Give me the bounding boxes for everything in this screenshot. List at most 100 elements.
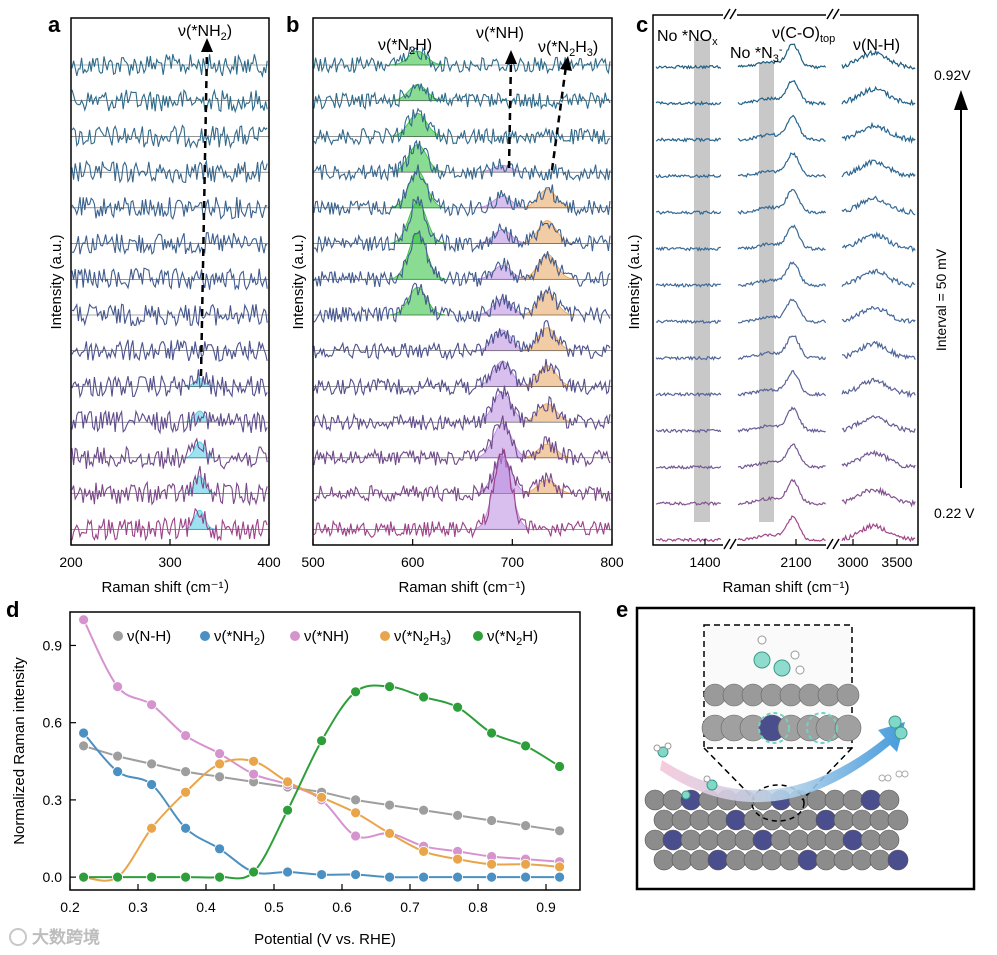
fitted-peak-1 — [474, 360, 530, 387]
spectrum-trace — [71, 267, 268, 291]
slab-atom — [653, 809, 675, 831]
data-point — [452, 853, 464, 865]
data-point — [418, 845, 430, 857]
slab-atom — [887, 809, 909, 831]
x-tick-label: 800 — [600, 554, 624, 570]
fitted-peak-1 — [474, 329, 530, 352]
data-point — [146, 871, 158, 883]
data-point — [452, 871, 464, 883]
x-tick-label: 0.4 — [196, 899, 216, 915]
legend-label: ν(*N2H3) — [394, 628, 451, 648]
fitted-peak-1 — [474, 229, 530, 244]
spectrum-trace — [737, 43, 827, 70]
panel-b-frame — [312, 17, 613, 546]
annotation-nh: ν(*NH) — [476, 25, 524, 42]
site-marker — [806, 712, 838, 744]
data-point — [452, 809, 464, 821]
slab-atom — [806, 789, 828, 811]
slab-atom — [716, 829, 738, 851]
spectrum-trace — [655, 319, 722, 324]
spectrum-trace — [71, 369, 268, 399]
spectrum-trace — [841, 522, 916, 543]
data-point — [418, 691, 430, 703]
slab-atom — [797, 809, 819, 831]
x-tick-label: 3500 — [881, 554, 912, 570]
x-tick-label: 200 — [59, 554, 83, 570]
spectrum-trace — [313, 385, 611, 432]
panel-d-xlabel: Potential (V vs. RHE) — [254, 931, 396, 948]
spectrum-trace — [71, 159, 268, 185]
slab-atom — [806, 829, 828, 851]
spectrum-trace — [313, 139, 611, 182]
data-point — [180, 786, 192, 798]
panel-e: e — [616, 597, 976, 891]
potential-arrow-head — [954, 90, 968, 110]
data-point — [486, 858, 498, 870]
atom — [657, 746, 669, 758]
panel-c: c 1400 2100 3000 3500 Raman shift (cm⁻¹) In… — [626, 8, 975, 596]
slab-atom — [878, 789, 900, 811]
data-point — [112, 750, 123, 762]
n2h3-arrow-line — [550, 65, 568, 171]
spectrum-trace — [655, 464, 722, 470]
data-point — [520, 740, 531, 752]
data-point — [452, 701, 464, 713]
panel-label-e: e — [616, 597, 628, 622]
adsorbate-atom — [753, 651, 771, 669]
data-point — [112, 681, 123, 693]
panel-b-xlabel: Raman shift (cm⁻¹) — [398, 579, 525, 596]
slab-atom — [833, 809, 855, 831]
atom — [664, 742, 672, 750]
slab-atom — [662, 829, 684, 851]
slab-atom — [842, 789, 864, 811]
axis-break-bottom-2 — [826, 538, 840, 552]
legend-marker — [473, 631, 483, 641]
data-point — [282, 804, 294, 816]
slab-atom — [689, 849, 711, 871]
nh2-arrow-line — [199, 47, 209, 377]
spectrum-trace — [71, 53, 268, 79]
slab-atom — [779, 849, 801, 871]
watermark: 大数跨境 — [9, 927, 100, 947]
slab-atom — [869, 849, 891, 871]
spectrum-trace — [655, 282, 721, 288]
panel-label-c: c — [636, 12, 648, 37]
spectrum-trace — [313, 358, 611, 397]
spectrum-trace — [655, 64, 722, 70]
slab-atom — [887, 849, 909, 871]
fitted-peak-0 — [390, 144, 446, 173]
spectrum-trace — [841, 486, 916, 508]
spectrum-trace — [841, 159, 916, 179]
data-point — [78, 740, 89, 752]
spectrum-trace — [313, 46, 611, 75]
slab-atom — [815, 809, 837, 831]
spectrum-trace — [655, 100, 722, 107]
data-point — [520, 858, 531, 870]
spectrum-trace — [842, 340, 916, 360]
data-point — [214, 758, 226, 770]
watermark-text: 大数跨境 — [32, 927, 100, 947]
slab-atom — [689, 809, 711, 831]
data-point — [384, 827, 396, 839]
zoom-target-circle — [751, 784, 805, 822]
spectrum-trace — [655, 391, 722, 398]
data-point — [214, 843, 226, 855]
x-tick-label: 700 — [501, 554, 525, 570]
axis-break-top-2 — [826, 8, 840, 22]
interval-label: Interval = 50 mV — [933, 248, 949, 351]
spectrum-trace — [71, 124, 268, 149]
hydrogen-atom — [795, 665, 805, 675]
axis-break-mark — [723, 8, 731, 20]
data-point — [520, 871, 531, 883]
panel-d-frame — [69, 611, 581, 891]
zoom-inset-atoms — [701, 635, 862, 744]
x-tick-label: 600 — [401, 554, 425, 570]
slab-atom — [824, 789, 846, 811]
slab-atom — [734, 829, 756, 851]
slab-atom — [770, 829, 792, 851]
slab-atom — [824, 829, 846, 851]
x-tick-label: 0.8 — [468, 899, 488, 915]
x-tick-label: 0.5 — [264, 899, 284, 915]
spectrum-trace — [71, 437, 268, 470]
spectrum-trace — [655, 210, 722, 216]
